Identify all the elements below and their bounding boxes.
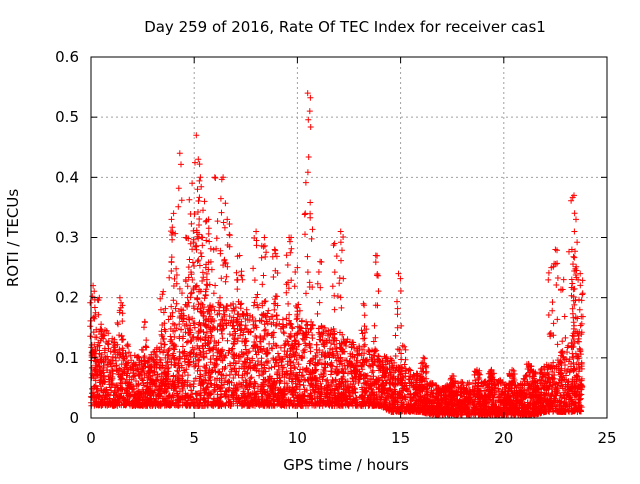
data-point (324, 377, 330, 383)
data-point (219, 331, 225, 337)
data-point (185, 372, 191, 378)
data-point (370, 368, 376, 374)
data-point (369, 369, 375, 375)
data-point (162, 341, 168, 347)
data-point (330, 377, 336, 383)
data-point (301, 382, 307, 388)
data-point (261, 328, 267, 334)
data-point (202, 295, 208, 301)
data-point (406, 367, 412, 373)
data-point (223, 373, 229, 379)
data-point (333, 345, 339, 351)
data-point (308, 348, 314, 354)
data-point (291, 364, 297, 370)
points-layer (87, 90, 586, 418)
data-point (167, 346, 173, 352)
data-point (297, 367, 303, 373)
data-point (274, 313, 280, 319)
data-point (275, 351, 281, 357)
data-point (314, 342, 320, 348)
data-point (280, 317, 286, 323)
data-point (271, 307, 277, 313)
data-point (227, 372, 233, 378)
data-point (188, 291, 194, 297)
data-point (135, 354, 141, 360)
data-point (167, 334, 173, 340)
data-point (264, 332, 270, 338)
data-point (265, 308, 271, 314)
data-point (258, 318, 264, 324)
data-point (178, 326, 184, 332)
data-point (300, 348, 306, 354)
data-point (309, 332, 315, 338)
data-point (281, 330, 287, 336)
data-point (460, 379, 466, 385)
data-point (185, 295, 191, 301)
data-point (213, 356, 219, 362)
data-point (304, 366, 310, 372)
